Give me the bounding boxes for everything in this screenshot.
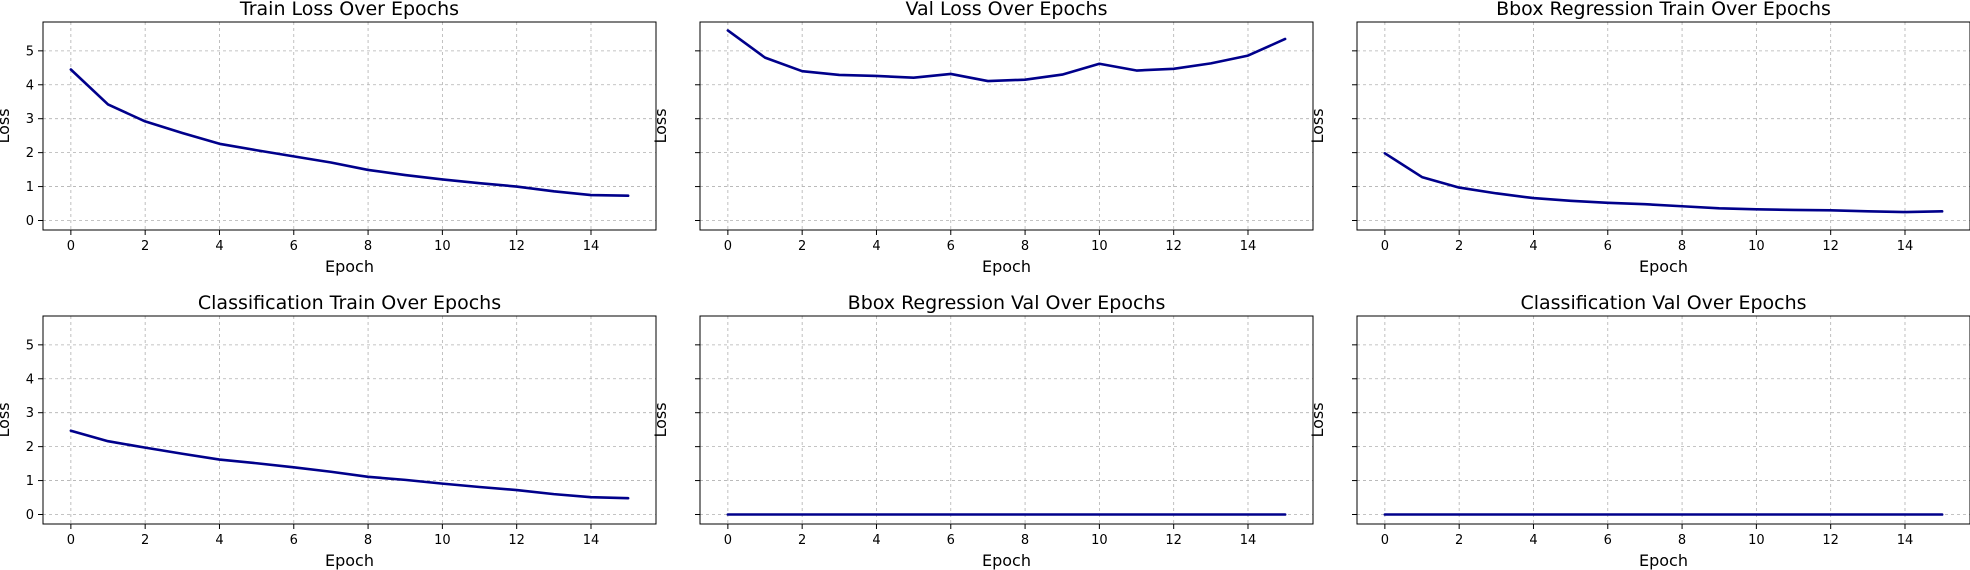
x-tick-label: 14 [1240,239,1257,254]
x-tick-label: 0 [67,533,75,548]
x-axis-label: Epoch [982,551,1031,570]
x-tick-label: 0 [1381,239,1389,254]
x-tick-label: 12 [1165,533,1182,548]
x-tick-label: 0 [724,239,732,254]
x-tick-label: 2 [141,239,149,254]
x-axis-label: Epoch [325,257,374,276]
x-tick-label: 12 [508,533,525,548]
loss-line [1383,152,1944,214]
x-tick-label: 14 [583,239,600,254]
x-tick-label: 12 [508,239,525,254]
x-tick-label: 8 [1678,533,1686,548]
x-tick-label: 8 [364,239,372,254]
x-tick-label: 2 [798,533,806,548]
y-tick-label: 4 [26,78,34,93]
x-tick-label: 6 [290,239,298,254]
x-tick-label: 0 [67,239,75,254]
x-tick-label: 6 [947,239,955,254]
x-tick-label: 6 [947,533,955,548]
y-tick-label: 2 [26,440,34,455]
x-tick-label: 10 [434,533,451,548]
x-tick-label: 2 [798,239,806,254]
y-axis-label: Loss [0,402,13,437]
subplot-title: Bbox Regression Train Over Epochs [1496,0,1831,20]
subplot-title: Classification Val Over Epochs [1520,292,1806,314]
plot-frame [42,315,657,525]
y-axis-label: Loss [651,108,670,143]
plot-frame [1356,21,1970,231]
x-tick-label: 12 [1165,239,1182,254]
x-tick-label: 10 [434,239,451,254]
y-tick-label: 0 [26,508,34,523]
y-tick-label: 5 [26,44,34,59]
y-tick-label: 1 [26,180,34,195]
x-tick-label: 6 [1604,239,1612,254]
y-tick-label: 2 [26,146,34,161]
subplot-title: Bbox Regression Val Over Epochs [848,292,1166,314]
x-tick-label: 4 [1529,533,1537,548]
subplot-bbox-regression-val: 0 2 4 6 8 10 12 14 Bbox Regression Val Over Epoc… [651,292,1314,570]
loss-line [726,29,1287,83]
x-tick-label: 14 [583,533,600,548]
x-tick-label: 4 [215,533,223,548]
x-tick-label: 4 [872,533,880,548]
x-tick-label: 6 [1604,533,1612,548]
x-tick-label: 8 [1021,239,1029,254]
subplot-classification-val: 0 2 4 6 8 10 12 14 Classification Val Over Epoch… [1308,292,1970,570]
x-tick-label: 10 [1091,239,1108,254]
x-axis-label: Epoch [1639,551,1688,570]
x-axis-label: Epoch [982,257,1031,276]
x-tick-label: 12 [1822,533,1839,548]
subplot-val-loss: 0 2 4 6 8 10 12 14 Val Loss Over Epochs Epoch Loss [651,0,1314,276]
plot-frame [1356,315,1970,525]
x-tick-label: 10 [1091,533,1108,548]
x-tick-label: 4 [872,239,880,254]
plot-frame [699,21,1314,231]
x-tick-label: 0 [724,533,732,548]
y-axis-label: Loss [1308,402,1327,437]
y-tick-label: 3 [26,406,34,421]
x-tick-label: 4 [1529,239,1537,254]
x-tick-label: 2 [1455,533,1463,548]
x-tick-label: 2 [1455,239,1463,254]
x-tick-label: 8 [1021,533,1029,548]
loss-line [69,429,630,500]
x-tick-label: 8 [1678,239,1686,254]
subplot-title: Val Loss Over Epochs [905,0,1107,20]
loss-line [69,68,630,198]
x-axis-label: Epoch [325,551,374,570]
x-tick-label: 2 [141,533,149,548]
x-tick-label: 6 [290,533,298,548]
x-tick-label: 14 [1240,533,1257,548]
x-tick-label: 14 [1897,239,1914,254]
subplot-bbox-regression-train: 0 2 4 6 8 10 12 14 Bbox Regression Train Over Ep… [1308,0,1970,276]
subplot-title: Classification Train Over Epochs [198,292,501,314]
x-tick-label: 10 [1748,239,1765,254]
x-tick-label: 0 [1381,533,1389,548]
subplot-title: Train Loss Over Epochs [239,0,459,20]
y-tick-label: 0 [26,214,34,229]
x-tick-label: 14 [1897,533,1914,548]
y-axis-label: Loss [0,108,13,143]
y-tick-label: 3 [26,112,34,127]
x-axis-label: Epoch [1639,257,1688,276]
y-axis-label: Loss [651,402,670,437]
y-tick-label: 4 [26,372,34,387]
x-tick-label: 10 [1748,533,1765,548]
x-tick-label: 8 [364,533,372,548]
plot-frame [699,315,1314,525]
x-tick-label: 12 [1822,239,1839,254]
y-tick-label: 1 [26,474,34,489]
plot-frame [42,21,657,231]
y-tick-label: 5 [26,338,34,353]
y-axis-label: Loss [1308,108,1327,143]
x-tick-label: 4 [215,239,223,254]
